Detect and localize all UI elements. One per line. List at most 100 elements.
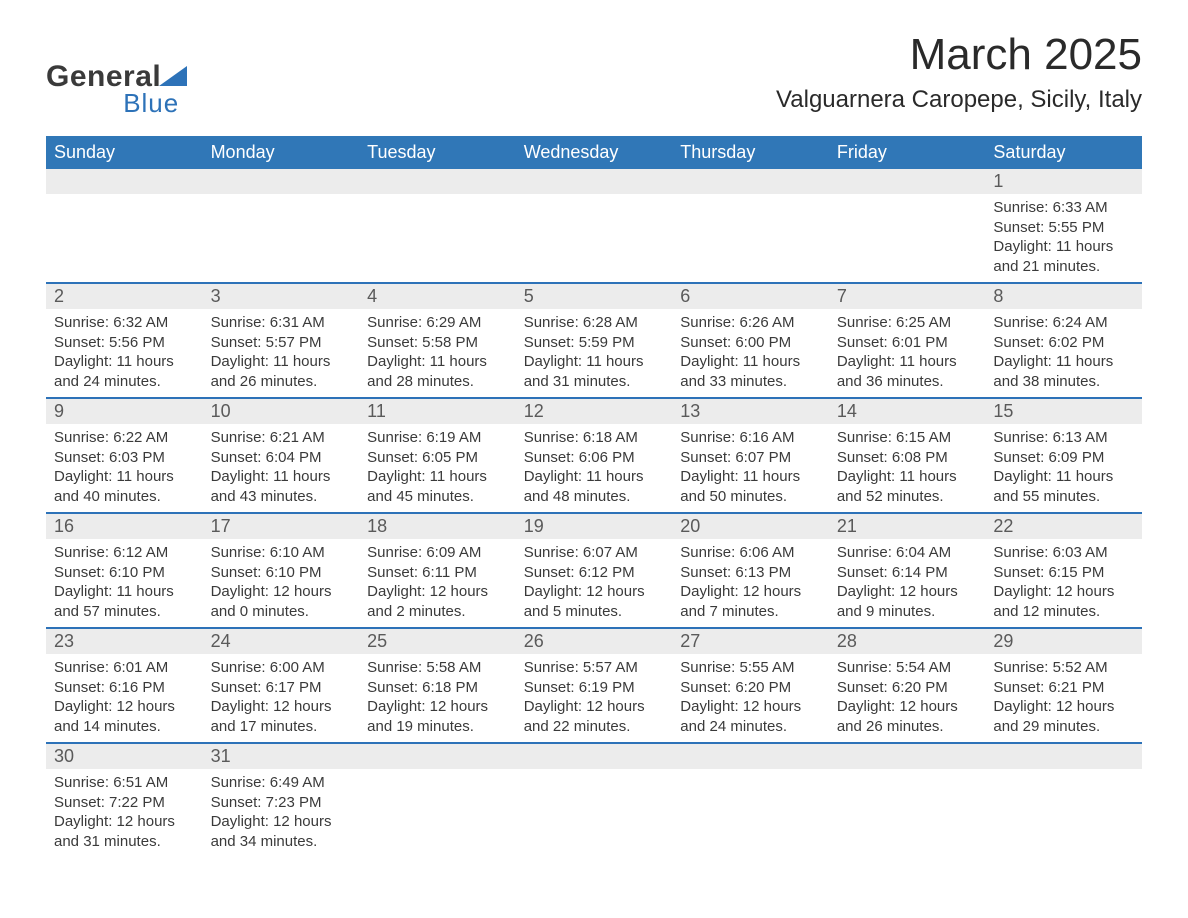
daylight-line-2: and 5 minutes. [524, 602, 665, 622]
day-cell: Sunrise: 6:10 AMSunset: 6:10 PMDaylight:… [203, 539, 360, 627]
day-cell: Sunrise: 6:16 AMSunset: 6:07 PMDaylight:… [672, 424, 829, 512]
daylight-line-1: Daylight: 11 hours [524, 467, 665, 487]
daylight-line-2: and 7 minutes. [680, 602, 821, 622]
day-number: 26 [516, 629, 673, 654]
day-number: 12 [516, 399, 673, 424]
daynum-row: 3031 [46, 744, 1142, 769]
daylight-line-1: Daylight: 11 hours [54, 582, 195, 602]
daylight-line-1: Daylight: 11 hours [993, 352, 1134, 372]
daylight-line-2: and 26 minutes. [211, 372, 352, 392]
daylight-line-2: and 36 minutes. [837, 372, 978, 392]
sunset-line: Sunset: 6:20 PM [837, 678, 978, 698]
daycontent-row: Sunrise: 6:22 AMSunset: 6:03 PMDaylight:… [46, 424, 1142, 512]
daycontent-row: Sunrise: 6:12 AMSunset: 6:10 PMDaylight:… [46, 539, 1142, 627]
daylight-line-2: and 52 minutes. [837, 487, 978, 507]
daylight-line-1: Daylight: 12 hours [211, 812, 352, 832]
day-cell [203, 194, 360, 282]
sunset-line: Sunset: 6:13 PM [680, 563, 821, 583]
daylight-line-1: Daylight: 11 hours [211, 467, 352, 487]
day-cell: Sunrise: 6:22 AMSunset: 6:03 PMDaylight:… [46, 424, 203, 512]
daylight-line-1: Daylight: 11 hours [680, 352, 821, 372]
day-cell: Sunrise: 6:28 AMSunset: 5:59 PMDaylight:… [516, 309, 673, 397]
daylight-line-1: Daylight: 12 hours [680, 697, 821, 717]
daynum-row: 2345678 [46, 284, 1142, 309]
sunrise-line: Sunrise: 6:03 AM [993, 543, 1134, 563]
daynum-row: 23242526272829 [46, 629, 1142, 654]
day-number [672, 744, 829, 769]
day-cell: Sunrise: 6:06 AMSunset: 6:13 PMDaylight:… [672, 539, 829, 627]
daylight-line-1: Daylight: 12 hours [993, 697, 1134, 717]
sunrise-line: Sunrise: 6:06 AM [680, 543, 821, 563]
sunset-line: Sunset: 5:56 PM [54, 333, 195, 353]
day-cell: Sunrise: 6:25 AMSunset: 6:01 PMDaylight:… [829, 309, 986, 397]
week-row: 9101112131415Sunrise: 6:22 AMSunset: 6:0… [46, 397, 1142, 512]
daylight-line-1: Daylight: 11 hours [524, 352, 665, 372]
day-cell [672, 769, 829, 857]
daylight-line-1: Daylight: 11 hours [837, 352, 978, 372]
sunrise-line: Sunrise: 6:29 AM [367, 313, 508, 333]
daylight-line-1: Daylight: 12 hours [367, 697, 508, 717]
daylight-line-2: and 9 minutes. [837, 602, 978, 622]
week-row: 2345678Sunrise: 6:32 AMSunset: 5:56 PMDa… [46, 282, 1142, 397]
sunset-line: Sunset: 5:55 PM [993, 218, 1134, 238]
day-number: 18 [359, 514, 516, 539]
day-number [829, 744, 986, 769]
sunrise-line: Sunrise: 6:01 AM [54, 658, 195, 678]
weeks-container: 1Sunrise: 6:33 AMSunset: 5:55 PMDaylight… [46, 169, 1142, 857]
daylight-line-2: and 17 minutes. [211, 717, 352, 737]
triangle-icon [159, 66, 187, 86]
sunset-line: Sunset: 6:10 PM [211, 563, 352, 583]
day-number [203, 169, 360, 194]
sunrise-line: Sunrise: 6:15 AM [837, 428, 978, 448]
day-cell: Sunrise: 6:33 AMSunset: 5:55 PMDaylight:… [985, 194, 1142, 282]
daylight-line-2: and 29 minutes. [993, 717, 1134, 737]
day-cell: Sunrise: 6:21 AMSunset: 6:04 PMDaylight:… [203, 424, 360, 512]
sunrise-line: Sunrise: 6:21 AM [211, 428, 352, 448]
daylight-line-1: Daylight: 12 hours [211, 697, 352, 717]
sunrise-line: Sunrise: 6:19 AM [367, 428, 508, 448]
day-number [46, 169, 203, 194]
day-number: 25 [359, 629, 516, 654]
daylight-line-2: and 0 minutes. [211, 602, 352, 622]
daylight-line-2: and 55 minutes. [993, 487, 1134, 507]
day-number: 20 [672, 514, 829, 539]
daylight-line-1: Daylight: 11 hours [54, 467, 195, 487]
daycontent-row: Sunrise: 6:01 AMSunset: 6:16 PMDaylight:… [46, 654, 1142, 742]
day-number: 30 [46, 744, 203, 769]
daylight-line-1: Daylight: 12 hours [54, 812, 195, 832]
daylight-line-2: and 50 minutes. [680, 487, 821, 507]
daylight-line-2: and 2 minutes. [367, 602, 508, 622]
day-cell: Sunrise: 5:54 AMSunset: 6:20 PMDaylight:… [829, 654, 986, 742]
sunrise-line: Sunrise: 6:33 AM [993, 198, 1134, 218]
day-number: 7 [829, 284, 986, 309]
day-number [672, 169, 829, 194]
daylight-line-2: and 33 minutes. [680, 372, 821, 392]
daycontent-row: Sunrise: 6:51 AMSunset: 7:22 PMDaylight:… [46, 769, 1142, 857]
sunset-line: Sunset: 6:17 PM [211, 678, 352, 698]
day-cell: Sunrise: 5:55 AMSunset: 6:20 PMDaylight:… [672, 654, 829, 742]
day-number: 14 [829, 399, 986, 424]
day-cell [985, 769, 1142, 857]
daylight-line-2: and 31 minutes. [524, 372, 665, 392]
day-number: 8 [985, 284, 1142, 309]
weekday-header: Thursday [672, 136, 829, 169]
daylight-line-1: Daylight: 11 hours [367, 352, 508, 372]
sunset-line: Sunset: 6:16 PM [54, 678, 195, 698]
daylight-line-1: Daylight: 12 hours [524, 697, 665, 717]
day-number: 29 [985, 629, 1142, 654]
sunset-line: Sunset: 7:22 PM [54, 793, 195, 813]
sunset-line: Sunset: 6:14 PM [837, 563, 978, 583]
day-cell: Sunrise: 6:29 AMSunset: 5:58 PMDaylight:… [359, 309, 516, 397]
daylight-line-1: Daylight: 12 hours [54, 697, 195, 717]
sunset-line: Sunset: 6:00 PM [680, 333, 821, 353]
weekday-header: Sunday [46, 136, 203, 169]
daycontent-row: Sunrise: 6:32 AMSunset: 5:56 PMDaylight:… [46, 309, 1142, 397]
day-number: 22 [985, 514, 1142, 539]
day-cell: Sunrise: 6:24 AMSunset: 6:02 PMDaylight:… [985, 309, 1142, 397]
daynum-row: 1 [46, 169, 1142, 194]
day-number: 6 [672, 284, 829, 309]
daylight-line-2: and 28 minutes. [367, 372, 508, 392]
day-cell: Sunrise: 6:32 AMSunset: 5:56 PMDaylight:… [46, 309, 203, 397]
sunset-line: Sunset: 6:05 PM [367, 448, 508, 468]
weekday-header: Saturday [985, 136, 1142, 169]
